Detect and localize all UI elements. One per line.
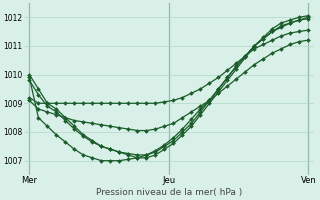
X-axis label: Pression niveau de la mer( hPa ): Pression niveau de la mer( hPa ) bbox=[96, 188, 242, 197]
